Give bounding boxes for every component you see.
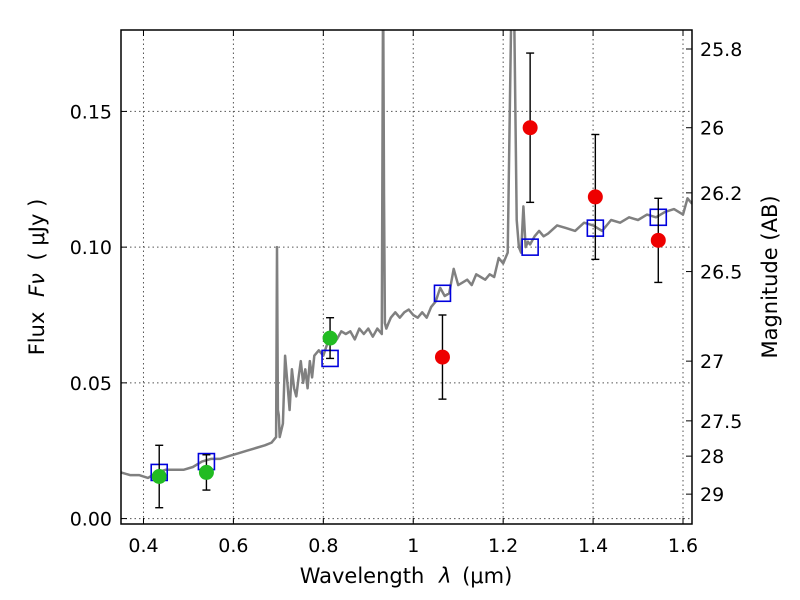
x-axis-title: Wavelength λ (μm) (300, 564, 513, 588)
y-axis-title: Flux Fν ( μJy ) (25, 199, 49, 356)
y2-tick-label: 26.5 (700, 262, 742, 284)
y-tick-label: 0.10 (70, 237, 112, 259)
y-tick-label: 0.15 (70, 101, 112, 123)
x-axis-title-text: Wavelength (300, 564, 425, 588)
y2-tick-label: 26.2 (700, 183, 742, 205)
x-tick-label: 1.6 (668, 535, 698, 557)
detection-point (650, 232, 666, 248)
spectrum-line (121, 30, 692, 480)
x-tick-label: 1 (407, 535, 419, 557)
x-tick-label: 0.4 (128, 535, 158, 557)
y-tick-label: 0.00 (70, 509, 112, 531)
detection-point (434, 349, 450, 365)
detection-point (151, 469, 167, 484)
y-axis-title-symbol: Fν (25, 273, 49, 297)
x-axis-title-unit: (μm) (462, 564, 512, 588)
detection-point (198, 464, 214, 480)
y-axis-title-unit: ( μJy ) (25, 199, 49, 261)
detection-point (322, 330, 338, 346)
y2-tick-label: 29 (700, 484, 724, 506)
x-tick-label: 1.4 (578, 535, 608, 557)
detection-point (522, 120, 538, 136)
detection-point (587, 189, 603, 205)
x-tick-label: 0.6 (218, 535, 248, 557)
y2-tick-label: 27 (700, 351, 724, 373)
y2-axis-title: Magnitude (AB) (758, 195, 782, 358)
grid-layer (121, 30, 692, 524)
plot-frame (120, 29, 693, 525)
x-tick-label: 1.2 (488, 535, 518, 557)
x-tick-label: 0.8 (308, 535, 338, 557)
y2-tick-label: 28 (700, 446, 724, 468)
model-photometry-square (521, 238, 539, 256)
plot-area (121, 30, 692, 509)
y-axis-title-text: Flux (25, 312, 49, 356)
y2-tick-label: 25.8 (700, 39, 742, 61)
y2-tick-label: 26 (700, 118, 724, 140)
ticks-layer: 0.4 0.6 0.8 1 1.2 1.4 1.6 0.00 0.05 0.10 0.15 25.8 2… (70, 30, 742, 557)
x-axis-title-symbol: λ (438, 564, 451, 588)
y2-tick-label: 27.5 (700, 411, 742, 433)
y-tick-label: 0.05 (70, 373, 112, 395)
model-photometry-square (433, 284, 452, 303)
